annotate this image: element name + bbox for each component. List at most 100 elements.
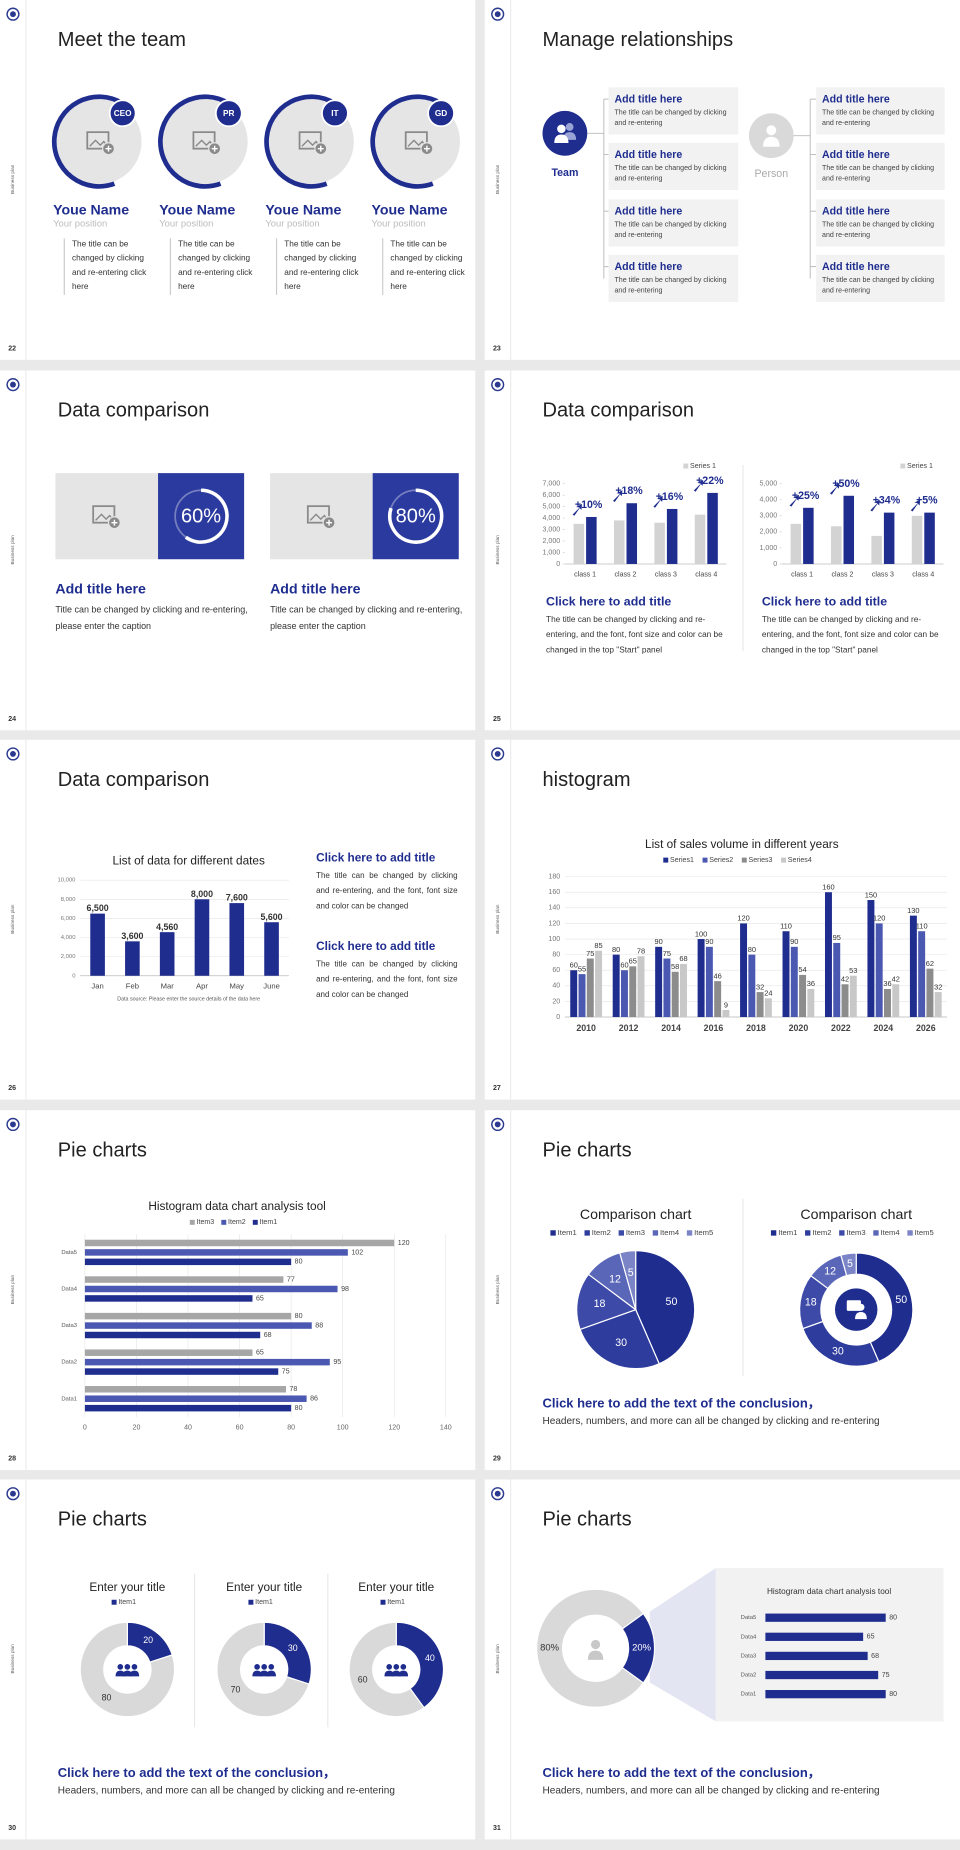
panel-heading: Click here to add title xyxy=(546,594,672,609)
person-icon xyxy=(557,124,566,134)
y-tick-label: 40 xyxy=(552,983,560,990)
legend-label: Item5 xyxy=(915,1227,934,1236)
legend-swatch xyxy=(702,857,708,863)
data-label: 85 xyxy=(594,941,602,950)
bar xyxy=(764,998,772,1018)
bar xyxy=(790,523,802,564)
bar xyxy=(765,1690,886,1699)
bar xyxy=(663,958,671,1018)
data-label: 80 xyxy=(612,945,620,954)
bar xyxy=(841,984,849,1018)
logo xyxy=(10,1120,16,1127)
donut-segment xyxy=(79,1621,176,1718)
y-tick-label: 0 xyxy=(72,973,76,979)
legend-swatch xyxy=(781,857,787,863)
bar xyxy=(84,1367,279,1375)
slide-graphics: Business plan 30 Enter your title Item1 20 80… xyxy=(6,1479,445,1840)
annotation-arrow xyxy=(870,499,880,511)
chart-title: Comparison chart xyxy=(800,1205,912,1221)
legend-swatch xyxy=(663,857,669,863)
data-label: 77 xyxy=(287,1276,295,1283)
data-label: 42 xyxy=(892,975,900,984)
x-tick-label: Apr xyxy=(196,981,208,990)
data-label: 9 xyxy=(724,1000,728,1009)
data-label: 65 xyxy=(867,1634,875,1641)
bar xyxy=(654,522,665,564)
bar xyxy=(911,515,923,564)
person-icon xyxy=(554,134,569,143)
legend-swatch xyxy=(550,1229,556,1236)
person-icon xyxy=(855,1311,867,1319)
card-text: Title can be changed by clicking and re-… xyxy=(270,603,463,631)
slice-label: 80 xyxy=(102,1692,112,1702)
y-tick-label: 2,000 xyxy=(61,954,76,960)
image-icon xyxy=(195,139,215,147)
bar xyxy=(84,1248,348,1256)
pie-slice xyxy=(635,1249,696,1364)
x-tick-label: class 1 xyxy=(791,571,813,578)
member-position: Your position xyxy=(53,218,108,229)
legend-label: Series1 xyxy=(670,857,694,864)
panel-text: The title can be changed by clicking and… xyxy=(546,615,723,655)
box-text: The title can be changed by clicking and… xyxy=(614,221,727,240)
box-title: Add title here xyxy=(822,93,890,106)
text-box xyxy=(608,87,739,135)
slice-label: 5 xyxy=(628,1267,634,1279)
person-icon xyxy=(590,1639,601,1650)
data-label: 60 xyxy=(620,960,628,969)
legend-label: Item2 xyxy=(228,1219,246,1226)
y-tick-label: Data5 xyxy=(741,1615,757,1621)
bar xyxy=(84,1404,292,1411)
x-tick-label: May xyxy=(230,981,245,990)
annotation-arrow xyxy=(693,479,704,492)
page-number: 23 xyxy=(493,345,501,352)
legend-swatch xyxy=(683,462,689,468)
bar xyxy=(84,1312,292,1319)
data-label: 6,500 xyxy=(87,903,109,913)
slice-label: 30 xyxy=(832,1345,844,1357)
data-label: 160 xyxy=(822,882,834,891)
data-label: 68 xyxy=(871,1653,879,1660)
side-label: Business plan xyxy=(10,904,15,934)
box-text: The title can be changed by clicking and… xyxy=(614,109,727,128)
data-label: 120 xyxy=(737,914,749,923)
slide-graphics: Business plan 27 List of sales volume in d… xyxy=(491,739,948,1100)
y-tick-label: 5,000 xyxy=(760,480,778,487)
bar xyxy=(84,1358,330,1365)
legend-label: Item1 xyxy=(387,1599,405,1606)
y-tick-label: 4,000 xyxy=(543,514,561,521)
y-tick-label: 10,000 xyxy=(57,878,76,884)
legend-swatch xyxy=(189,1219,195,1225)
slice-label: 12 xyxy=(824,1265,836,1277)
logo xyxy=(494,1490,501,1497)
bar xyxy=(90,913,105,976)
annotation: +50% xyxy=(832,477,860,489)
bar xyxy=(573,523,585,564)
page-number: 24 xyxy=(8,715,16,722)
data-label: 110 xyxy=(780,921,792,930)
x-tick-label: class 2 xyxy=(615,571,637,578)
person-icon xyxy=(129,1670,140,1677)
data-label: 120 xyxy=(873,914,885,923)
legend-swatch xyxy=(248,1599,254,1605)
chart-title: Enter your title xyxy=(226,1581,302,1594)
slide: Business plan 29 Comparison chart Item1 Item… xyxy=(484,1109,960,1470)
bar xyxy=(84,1385,286,1392)
text-box xyxy=(608,142,739,190)
member-position: Your position xyxy=(371,218,426,229)
data-label: 75 xyxy=(663,949,671,958)
data-label: 78 xyxy=(290,1386,298,1393)
image-icon xyxy=(309,512,329,521)
x-tick-label: 2024 xyxy=(874,1023,894,1033)
y-tick-label: 4,000 xyxy=(760,496,778,503)
bar xyxy=(229,903,245,976)
person-icon xyxy=(266,1670,276,1677)
data-label: 86 xyxy=(310,1395,318,1402)
data-label: 46 xyxy=(714,971,722,980)
person-icon xyxy=(261,1664,268,1670)
image-icon xyxy=(89,139,108,147)
bar xyxy=(824,892,832,1018)
data-label: 75 xyxy=(586,949,594,958)
data-label: 36 xyxy=(883,979,891,988)
